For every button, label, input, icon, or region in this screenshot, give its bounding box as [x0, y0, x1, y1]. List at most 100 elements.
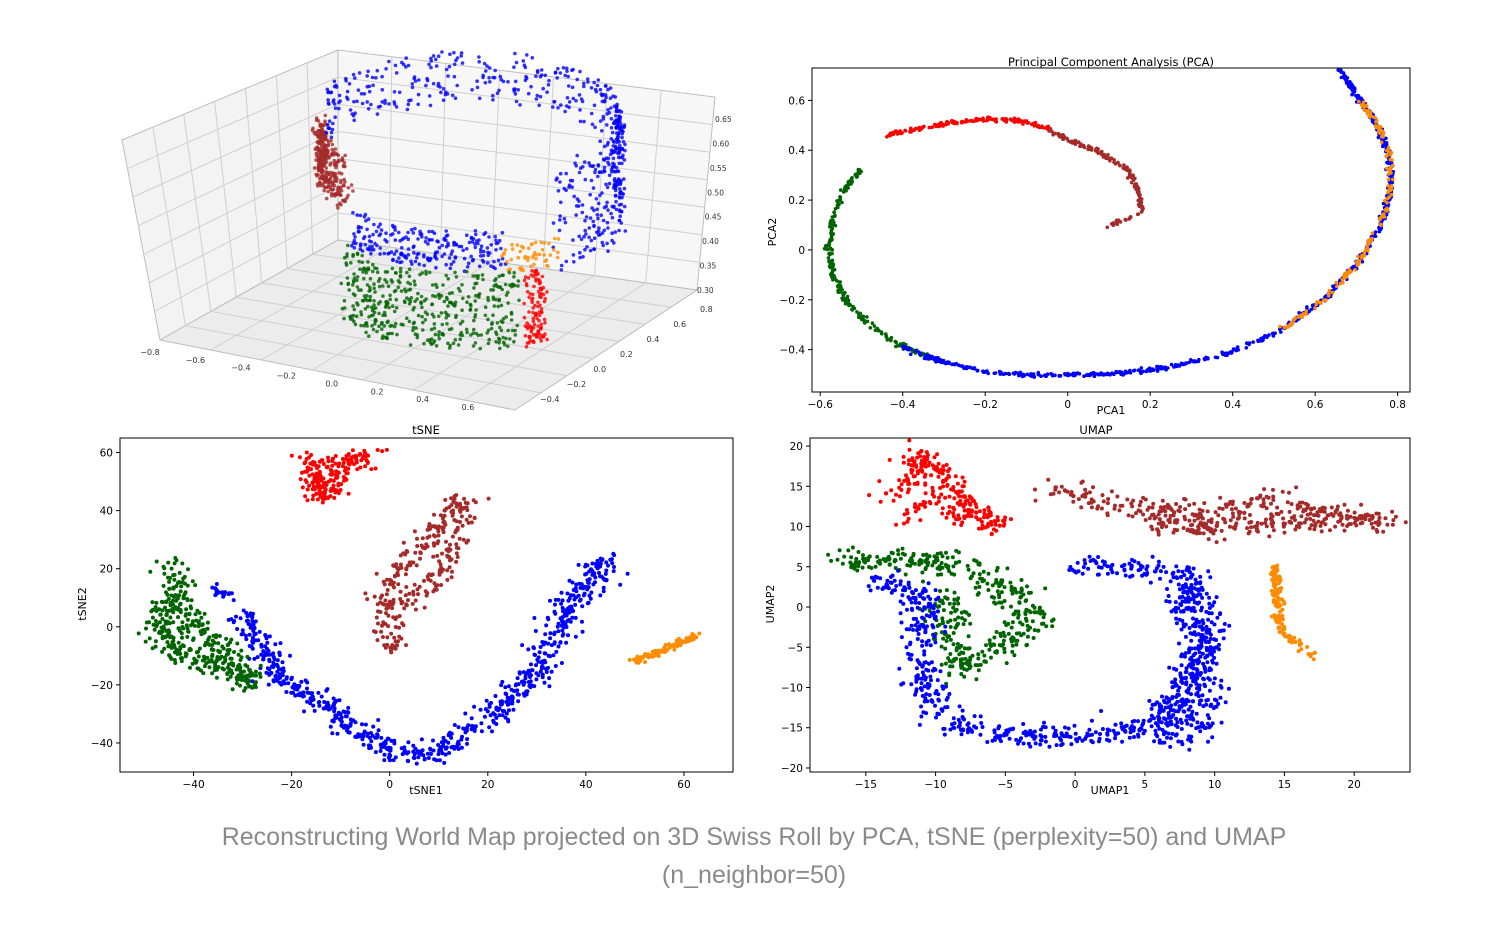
3d-point [487, 66, 492, 70]
3d-point [477, 60, 482, 64]
tsne-point [433, 534, 437, 539]
3d-z-tick-label: 0.35 [700, 262, 717, 271]
tsne-point [601, 589, 606, 594]
3d-point [356, 88, 361, 92]
pca-point [1326, 292, 1331, 297]
3d-point [623, 142, 627, 147]
3d-point [318, 176, 322, 181]
tsne-point [244, 619, 249, 623]
pca-point [1139, 200, 1144, 204]
3d-point [575, 153, 579, 158]
3d-point [529, 329, 534, 334]
pca-point [1357, 99, 1361, 104]
3d-point [363, 307, 368, 311]
tsne-point [300, 485, 305, 490]
3d-point [582, 234, 586, 239]
tsne-point [214, 658, 219, 663]
3d-point [397, 230, 401, 235]
3d-point [444, 244, 449, 249]
tsne-point [333, 713, 338, 718]
pca-point [1063, 373, 1068, 377]
pca-point [1342, 75, 1347, 80]
3d-point [426, 242, 430, 246]
3d-point [368, 276, 373, 281]
pca-point [865, 315, 869, 319]
pca-point [1087, 145, 1092, 150]
tsne-point [150, 607, 155, 612]
3d-point [444, 234, 449, 238]
3d-point [619, 221, 624, 225]
tsne-point [429, 752, 433, 756]
pca-point [1345, 79, 1349, 83]
3d-point [345, 276, 350, 280]
3d-point [378, 246, 383, 250]
tsne-point [184, 607, 189, 612]
3d-point [406, 230, 410, 235]
3d-point [461, 296, 465, 301]
tsne-point [489, 701, 493, 705]
3d-point [338, 201, 342, 206]
3d-point [542, 253, 546, 257]
tsne-point [365, 597, 370, 602]
3d-point [509, 257, 513, 262]
3d-point [512, 270, 516, 275]
3d-point [475, 79, 479, 83]
tsne-point [404, 643, 408, 648]
pca-point [1184, 361, 1188, 366]
pca-point [1123, 369, 1128, 374]
3d-point [600, 191, 604, 195]
tsne-point [297, 683, 302, 688]
tsne-point [378, 749, 383, 753]
3d-point [359, 288, 363, 292]
tsne-point [455, 742, 460, 746]
3d-point [330, 142, 335, 147]
pca-point [1140, 205, 1145, 209]
tsne-point [346, 453, 351, 458]
tsne-point [166, 609, 171, 614]
3d-point [527, 323, 531, 328]
tsne-point [355, 467, 360, 472]
tsne-point [459, 514, 464, 519]
3d-point [447, 300, 452, 305]
3d-point [378, 222, 383, 226]
3d-point [469, 333, 473, 337]
tsne-point [536, 673, 541, 678]
tsne-point [640, 656, 644, 660]
pca-point [862, 321, 867, 325]
3d-point [451, 302, 455, 307]
tsne-point [216, 648, 221, 653]
tsne-point [171, 573, 176, 578]
tsne-point [341, 460, 346, 465]
tsne-points [136, 447, 702, 766]
3d-point [397, 90, 402, 95]
3d-point [505, 260, 509, 264]
tsne-point [177, 570, 182, 575]
tsne-point [284, 690, 289, 694]
3d-point [577, 234, 581, 239]
grid-line [275, 75, 288, 269]
3d-point [359, 312, 364, 317]
pca-point [1383, 198, 1387, 203]
x-tick-label: 0.6 [1307, 399, 1324, 411]
tsne-point [556, 597, 561, 602]
3d-point [477, 96, 482, 101]
pca-point [1384, 141, 1389, 145]
umap-point [904, 508, 909, 512]
3d-point [398, 269, 403, 274]
pca-point [833, 207, 838, 211]
3d-point [424, 236, 428, 240]
pca-point [1025, 121, 1030, 125]
3d-point [325, 148, 329, 152]
3d-point [447, 256, 452, 260]
3d-point [536, 304, 540, 309]
3d-point [390, 304, 395, 309]
3d-point [332, 84, 337, 89]
pca-plot: Principal Component Analysis (PCA) −0.6−… [766, 55, 1411, 417]
3d-point [605, 220, 610, 225]
3d-point [445, 322, 449, 326]
tsne-point [254, 673, 259, 678]
3d-point [620, 135, 624, 140]
pca-point [1021, 122, 1025, 126]
3d-point [316, 168, 321, 173]
3d-point [353, 322, 358, 327]
